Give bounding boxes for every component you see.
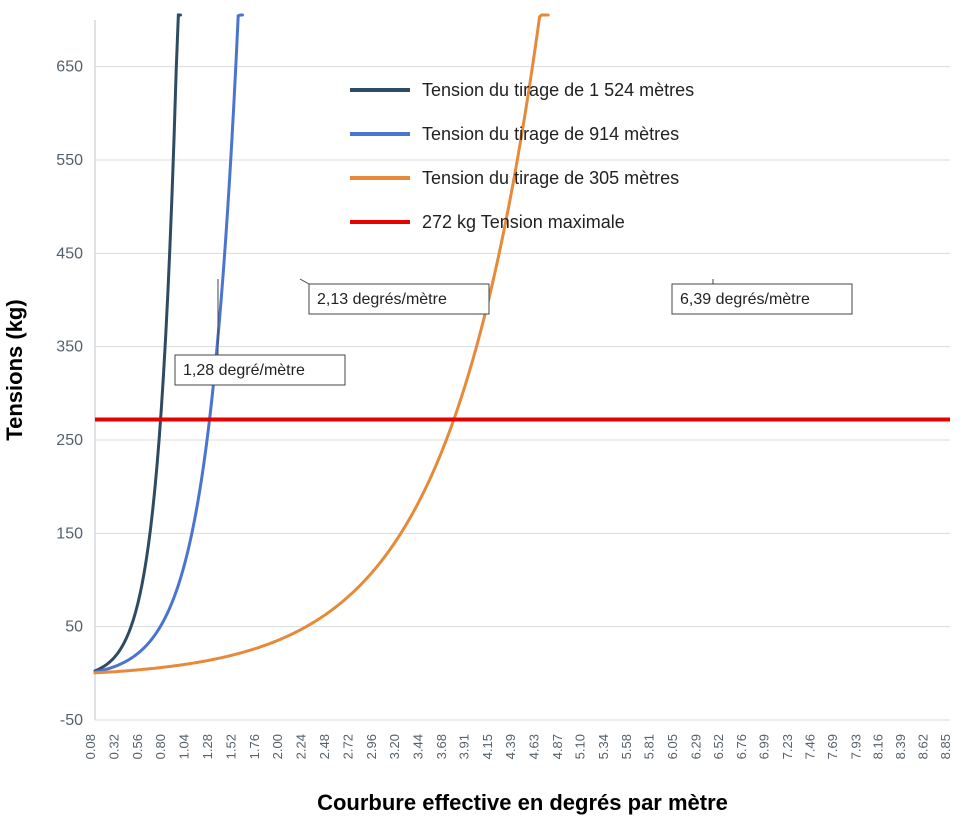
x-tick-label: 6.29 xyxy=(688,734,703,759)
x-tick-label: 7.93 xyxy=(848,734,863,759)
y-axis-title: Tensions (kg) xyxy=(2,299,27,440)
x-tick-label: 3.20 xyxy=(387,734,402,759)
legend-label: Tension du tirage de 914 mètres xyxy=(422,124,679,144)
x-tick-label: 0.32 xyxy=(106,734,121,759)
x-tick-label: 8.39 xyxy=(893,734,908,759)
x-tick-label: 1.04 xyxy=(177,734,192,759)
x-tick-label: 7.23 xyxy=(780,734,795,759)
tension-chart: -50 50 150 250 350 450 550 650 0.08 0.32 0.56 0.80 1… xyxy=(0,0,971,825)
x-tick-label: 6.52 xyxy=(711,734,726,759)
x-tick-label: 0.08 xyxy=(83,734,98,759)
legend-label: Tension du tirage de 1 524 mètres xyxy=(422,80,694,100)
x-tick-label: 2.72 xyxy=(340,734,355,759)
x-tick-label: 0.80 xyxy=(153,734,168,759)
x-tick-label: 4.39 xyxy=(503,734,518,759)
y-tick-label: 350 xyxy=(56,339,83,356)
x-tick-label: 1.52 xyxy=(223,734,238,759)
y-tick-label: 550 xyxy=(56,152,83,169)
x-tick-label: 2.96 xyxy=(364,734,379,759)
legend-label: Tension du tirage de 305 mètres xyxy=(422,168,679,188)
x-tick-label: 4.63 xyxy=(527,734,542,759)
callout-leader xyxy=(300,279,309,284)
x-tick-label: 8.85 xyxy=(938,734,953,759)
x-tick-label: 1.28 xyxy=(200,734,215,759)
series-s305 xyxy=(95,15,548,673)
x-tick-label: 2.24 xyxy=(294,734,309,759)
y-tick-label: 450 xyxy=(56,245,83,262)
x-tick-label: 7.46 xyxy=(802,734,817,759)
y-tick-label: 150 xyxy=(56,525,83,542)
x-tick-label: 4.87 xyxy=(550,734,565,759)
x-tick-label: 3.68 xyxy=(434,734,449,759)
x-tick-label: 8.62 xyxy=(916,734,931,759)
x-tick-label: 5.34 xyxy=(596,734,611,759)
x-tick-label: 5.10 xyxy=(572,734,587,759)
x-tick-label: 8.16 xyxy=(871,734,886,759)
y-tick-label: 650 xyxy=(56,59,83,76)
x-tick-label: 2.48 xyxy=(317,734,332,759)
x-tick-label: 3.91 xyxy=(456,734,471,759)
x-tick-label: 1.76 xyxy=(247,734,262,759)
x-tick-label: 6.76 xyxy=(734,734,749,759)
x-tick-label: 2.00 xyxy=(270,734,285,759)
callout-text: 1,28 degré/mètre xyxy=(183,362,305,379)
legend-label: 272 kg Tension maximale xyxy=(422,212,625,232)
x-tick-label: 0.56 xyxy=(130,734,145,759)
y-tick-label: 250 xyxy=(56,432,83,449)
x-tick-label: 7.69 xyxy=(825,734,840,759)
y-tick-label: -50 xyxy=(60,712,83,729)
series-s1524 xyxy=(95,15,181,671)
x-tick-label: 5.81 xyxy=(642,734,657,759)
callout-text: 6,39 degrés/mètre xyxy=(680,291,810,308)
x-tick-label: 6.99 xyxy=(757,734,772,759)
y-tick-label: 50 xyxy=(65,619,83,636)
x-tick-label: 4.15 xyxy=(480,734,495,759)
x-tick-label: 3.44 xyxy=(411,734,426,759)
chart-svg: -50 50 150 250 350 450 550 650 0.08 0.32 0.56 0.80 1… xyxy=(0,0,971,825)
callout-text: 2,13 degrés/mètre xyxy=(317,291,447,308)
series-s914 xyxy=(95,15,242,672)
x-tick-label: 6.05 xyxy=(665,734,680,759)
x-axis-title: Courbure effective en degrés par mètre xyxy=(317,790,728,815)
x-tick-label: 5.58 xyxy=(619,734,634,759)
